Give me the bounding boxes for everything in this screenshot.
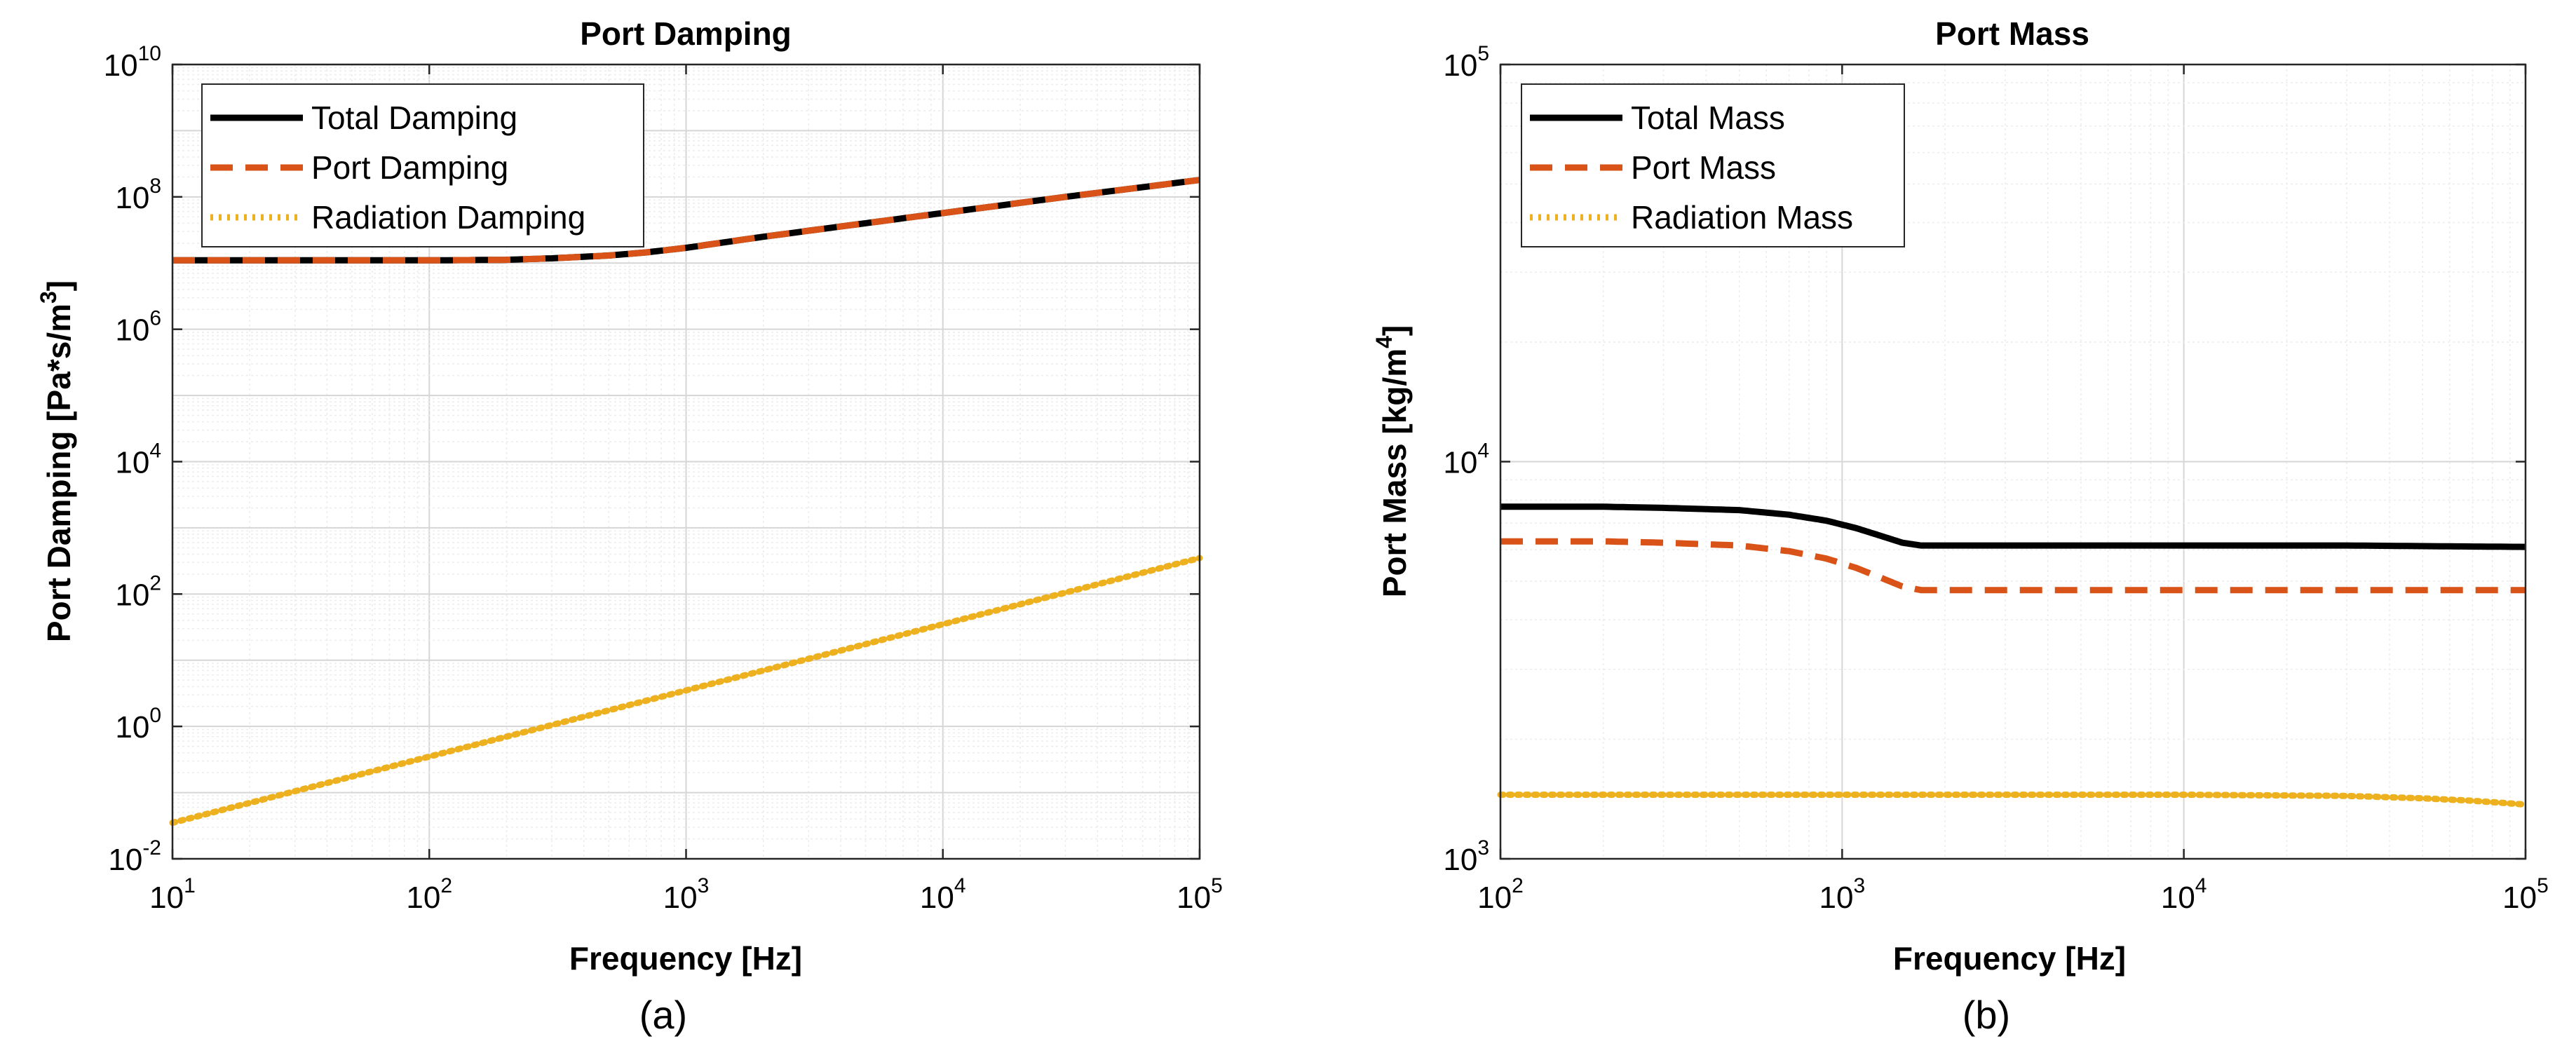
y-tick-label: 1010 [104, 42, 161, 83]
x-tick-label: 103 [1819, 874, 1866, 915]
caption-a: (a) [639, 993, 687, 1037]
y-tick-label: 105 [1443, 42, 1489, 83]
x-tick-label: 103 [663, 874, 710, 915]
x-tick-label: 104 [920, 874, 966, 915]
series-lines-b [1497, 503, 2529, 808]
caption-b: (b) [1962, 993, 2010, 1037]
y-tick-label: 104 [1443, 440, 1489, 480]
x-tick-label: 104 [2161, 874, 2207, 915]
y-tick-label: 108 [115, 175, 161, 215]
x-axis-label-a: Frequency [Hz] [569, 940, 802, 977]
y-axis-label-b: Port Mass [kg/m4] [1371, 325, 1413, 597]
legend-label-total-damping: Total Damping [311, 100, 517, 136]
chart-panel-a: 101 102 103 104 105 10-2 100 102 104 106 108 1010 P… [36, 15, 1223, 1037]
legend-label-total-mass: Total Mass [1631, 100, 1785, 136]
chart-title-b: Port Mass [1935, 15, 2089, 52]
x-tick-label: 105 [2502, 874, 2549, 915]
x-tick-label: 105 [1177, 874, 1223, 915]
legend-label-port-mass: Port Mass [1631, 149, 1776, 186]
y-axis-label-a: Port Damping [Pa*s/m3] [36, 280, 77, 642]
x-tick-label: 102 [1477, 874, 1524, 915]
series-line-radiation-damping [169, 555, 1203, 827]
y-tick-label: 10-2 [108, 836, 161, 877]
x-tick-label: 101 [149, 874, 196, 915]
legend-a: Total Damping Port Damping Radiation Dam… [201, 83, 644, 247]
tick-labels-a: 101 102 103 104 105 10-2 100 102 104 106 108 1010 [104, 42, 1223, 915]
series-line-total-mass [1500, 503, 2526, 550]
y-tick-label: 102 [115, 571, 161, 612]
x-tick-label: 102 [406, 874, 452, 915]
legend-b: Total Mass Port Mass Radiation Mass [1521, 83, 1905, 247]
y-tick-label: 100 [115, 704, 161, 745]
y-tick-label: 103 [1443, 836, 1489, 877]
series-line-port-mass [1500, 538, 2526, 594]
x-axis-label-b: Frequency [Hz] [1893, 940, 2126, 977]
legend-label-port-damping: Port Damping [311, 149, 508, 186]
legend-box-a [201, 83, 644, 247]
series-line-radiation-mass [1497, 791, 2529, 808]
series-lines-a [169, 177, 1203, 827]
legend-label-radiation-damping: Radiation Damping [311, 199, 585, 236]
grid-a [172, 64, 1200, 859]
chart-title-a: Port Damping [580, 15, 792, 52]
legend-label-radiation-mass: Radiation Mass [1631, 199, 1853, 236]
y-tick-label: 106 [115, 307, 161, 348]
series-line-port-damping [172, 177, 1200, 264]
y-tick-label: 104 [115, 440, 161, 480]
